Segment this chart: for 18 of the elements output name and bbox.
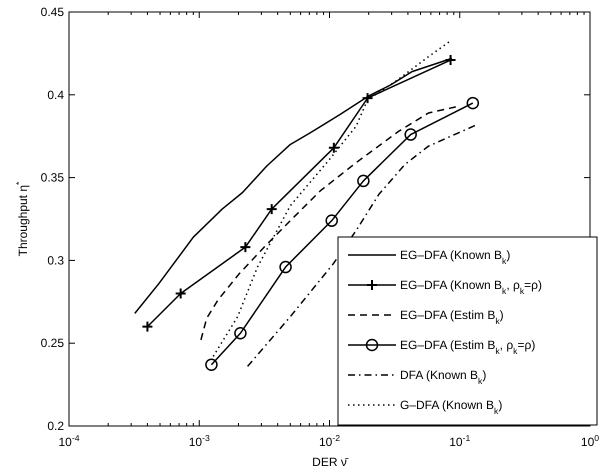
y-tick-label: 0.35 [40, 170, 64, 185]
y-tick-label: 0.25 [40, 336, 64, 350]
legend-label: EG–DFA (Known B$_{k}$) [400, 248, 510, 266]
legend-label: G–DFA (Known B$_{k}$) [400, 398, 502, 416]
x-tick-label: 10$^{-4}$ [58, 433, 80, 449]
legend-label: EG–DFA (Estim B$_{k}$) [400, 308, 504, 326]
x-tick-label: 10$^{-3}$ [188, 433, 210, 449]
x-tick-label: 10$^{0}$ [580, 433, 600, 449]
y-tick-label: 0.3 [47, 253, 64, 268]
x-axis-title: DER ν̄ [312, 455, 349, 469]
legend-label: EG–DFA (Estim B$_{k}$, ρ$_{k}$=ρ) [400, 338, 536, 356]
y-tick-label: 0.2 [47, 419, 64, 433]
y-tick-label: 0.4 [47, 88, 64, 102]
x-tick-label: 10$^{-2}$ [318, 433, 340, 449]
legend-label: DFA (Known B$_{k}$) [400, 368, 486, 386]
y-tick-label: 0.45 [40, 5, 64, 19]
x-tick-label: 10$^{-1}$ [449, 433, 470, 449]
legend-label: EG–DFA (Known B$_{k}$, ρ$_{k}$=ρ) [400, 278, 542, 296]
